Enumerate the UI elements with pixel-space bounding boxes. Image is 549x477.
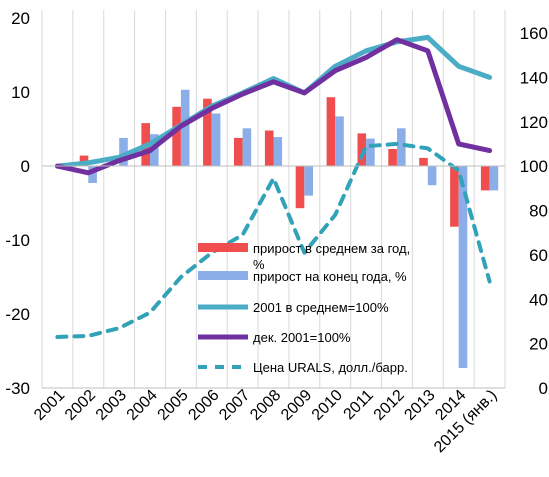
legend-swatch <box>198 243 248 252</box>
x-tick-label: 2006 <box>185 387 222 424</box>
legend-swatch <box>198 271 248 280</box>
bar <box>419 157 428 166</box>
bar <box>203 98 212 166</box>
series-line <box>55 141 492 339</box>
right-tick-label: 0 <box>539 379 548 398</box>
bar <box>326 97 336 166</box>
left-tick-label: -30 <box>5 379 30 398</box>
bar <box>234 137 243 166</box>
legend-label-cont: % <box>253 257 265 272</box>
bar <box>427 166 437 186</box>
x-axis-ticks: 2001200220032004200520062007200820092010… <box>31 387 500 456</box>
vertical-gridlines <box>41 10 506 388</box>
legend-label: прирост на конец года, % <box>253 269 407 284</box>
x-tick-label: 2003 <box>93 387 130 424</box>
legend-label: 2001 в среднем=100% <box>253 300 389 315</box>
x-tick-label: 2005 <box>155 387 192 424</box>
right-tick-label: 160 <box>520 24 548 43</box>
bar <box>397 128 406 166</box>
bar <box>388 149 397 166</box>
legend-label: Цена URALS, долл./барр. <box>253 360 408 375</box>
right-tick-label: 120 <box>520 113 548 132</box>
x-tick-label: 2002 <box>62 387 99 424</box>
x-tick-label: 2009 <box>278 387 315 424</box>
series-line <box>54 34 493 169</box>
bar <box>180 89 190 166</box>
x-tick-label: 2011 <box>341 387 377 423</box>
x-tick-label: 2001 <box>31 387 68 424</box>
right-axis-ticks: 160 140 120 100 80 60 40 20 0 <box>520 24 548 398</box>
right-tick-label: 140 <box>520 68 548 87</box>
x-tick-label: 2010 <box>309 387 346 424</box>
x-tick-label: 2004 <box>124 387 161 424</box>
bar <box>458 166 468 368</box>
legend-label: дек. 2001=100% <box>253 330 351 345</box>
bar <box>335 116 344 166</box>
x-tick-label: 2008 <box>247 387 284 424</box>
right-tick-label: 60 <box>529 246 548 265</box>
bar <box>489 166 499 191</box>
bar <box>450 166 459 227</box>
bar <box>273 137 283 166</box>
bar <box>211 113 221 166</box>
axes <box>41 10 505 389</box>
bar <box>172 106 181 166</box>
left-tick-label: 10 <box>11 83 30 102</box>
bar <box>366 138 375 166</box>
x-tick-label: 2007 <box>216 387 253 424</box>
left-tick-label: -10 <box>5 231 30 250</box>
left-tick-label: 0 <box>21 157 30 176</box>
bar <box>357 133 367 166</box>
x-tick-label: 2012 <box>371 387 408 424</box>
bar <box>264 130 274 166</box>
bar <box>119 137 128 166</box>
left-tick-label: -20 <box>5 305 30 324</box>
line-series <box>54 34 493 339</box>
legend-label: прирост в среднем за год, <box>253 241 410 256</box>
bar <box>480 166 490 191</box>
legend: прирост в среднем за год,%прирост на кон… <box>198 241 410 375</box>
bar <box>242 128 252 166</box>
left-tick-label: 20 <box>11 9 30 28</box>
right-tick-label: 40 <box>529 290 548 309</box>
x-tick-label: 2013 <box>401 387 438 424</box>
right-tick-label: 100 <box>520 157 548 176</box>
right-tick-label: 80 <box>529 202 548 221</box>
right-tick-label: 20 <box>529 335 548 354</box>
series-line <box>54 37 493 176</box>
left-axis-ticks: 20 10 0 -10 -20 -30 <box>5 9 30 398</box>
bar <box>304 166 313 196</box>
bar <box>295 166 305 209</box>
bar <box>88 166 97 183</box>
